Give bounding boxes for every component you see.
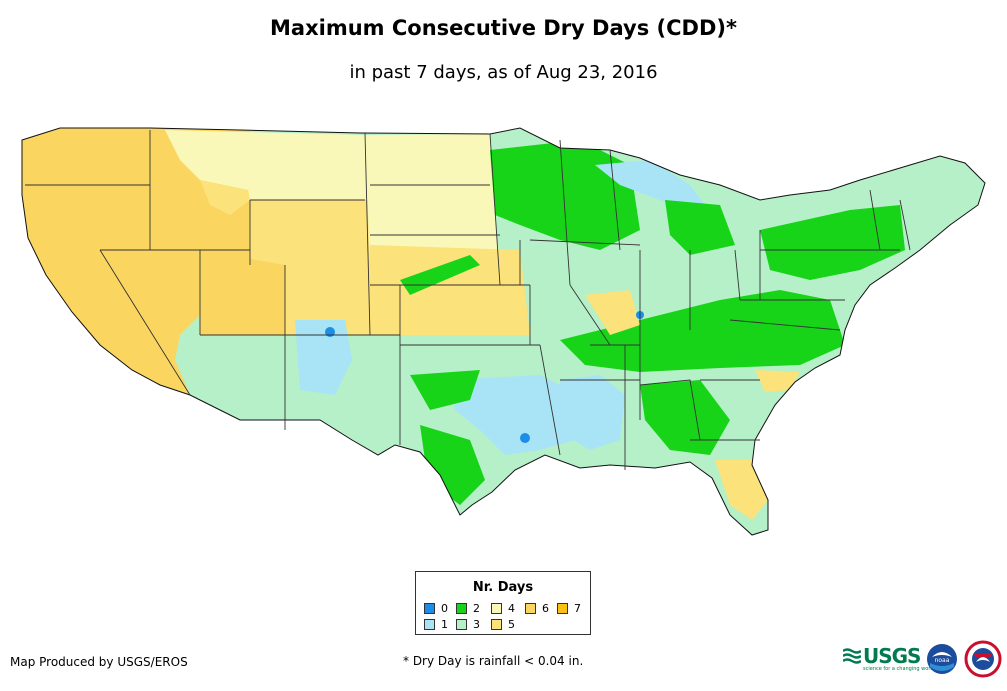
legend-item-4: 4 bbox=[491, 602, 515, 615]
region-texas-1day bbox=[450, 375, 580, 455]
usgs-logo: USGS science for a changing world bbox=[843, 644, 935, 672]
legend-item-1: 1 bbox=[424, 618, 448, 631]
region-texas-2day bbox=[420, 425, 485, 505]
legend-swatch bbox=[557, 603, 568, 614]
legend-swatch bbox=[456, 603, 467, 614]
region-carolina-5day bbox=[755, 370, 800, 392]
legend-swatch bbox=[491, 619, 502, 630]
legend-item-7: 7 bbox=[557, 602, 581, 615]
region-speck-0day bbox=[325, 327, 335, 337]
region-montana-4day bbox=[165, 130, 370, 200]
legend: Nr. Days 0 2 4 6 7 1 3 5 bbox=[415, 571, 591, 635]
footnote-text: * Dry Day is rainfall < 0.04 in. bbox=[403, 654, 584, 668]
region-speck-0day bbox=[520, 433, 530, 443]
region-southwest-3day bbox=[190, 335, 395, 445]
legend-label: 0 bbox=[441, 602, 448, 615]
region-michigan-2day bbox=[665, 200, 735, 255]
region-newmexico-1day bbox=[295, 320, 352, 395]
legend-label: 4 bbox=[508, 602, 515, 615]
noaa-logo: noaa bbox=[927, 644, 957, 674]
legend-label: 6 bbox=[542, 602, 549, 615]
legend-swatch bbox=[456, 619, 467, 630]
region-colorado-5day bbox=[285, 265, 400, 335]
region-valley-2day bbox=[560, 290, 845, 372]
legend-swatch bbox=[424, 603, 435, 614]
legend-label: 3 bbox=[473, 618, 480, 631]
region-northeast-2day bbox=[760, 205, 905, 280]
legend-item-2: 2 bbox=[456, 602, 480, 615]
legend-swatch bbox=[491, 603, 502, 614]
region-dakotas-4day bbox=[365, 134, 500, 265]
legend-label: 7 bbox=[574, 602, 581, 615]
region-montana-5day bbox=[200, 180, 250, 215]
legend-swatch bbox=[525, 603, 536, 614]
legend-label: 2 bbox=[473, 602, 480, 615]
usgs-waves-icon bbox=[843, 648, 861, 664]
map-title: Maximum Consecutive Dry Days (CDD)* bbox=[270, 16, 737, 40]
noaa-label: noaa bbox=[935, 657, 950, 664]
us-outline bbox=[21, 127, 986, 536]
legend-item-6: 6 bbox=[525, 602, 549, 615]
region-oklahoma-2day bbox=[410, 370, 480, 410]
legend-label: 5 bbox=[508, 618, 515, 631]
legend-swatch bbox=[424, 619, 435, 630]
legend-title: Nr. Days bbox=[472, 580, 534, 595]
legend-item-5: 5 bbox=[491, 618, 515, 631]
region-utah-6day bbox=[200, 250, 285, 335]
usgs-wordmark: USGS bbox=[863, 644, 921, 668]
usgs-tagline: science for a changing world bbox=[863, 666, 935, 672]
region-plains-5day bbox=[370, 245, 530, 335]
us-cdd-map bbox=[21, 127, 986, 536]
credit-text: Map Produced by USGS/EROS bbox=[10, 655, 188, 669]
map-subtitle: in past 7 days, as of Aug 23, 2016 bbox=[349, 62, 658, 83]
state-boundaries bbox=[25, 130, 911, 470]
region-florida-6day bbox=[715, 460, 768, 520]
legend-item-3: 3 bbox=[456, 618, 480, 631]
region-georgia-2day bbox=[640, 380, 730, 455]
nws-logo bbox=[964, 640, 1002, 678]
legend-label: 1 bbox=[441, 618, 448, 631]
region-wyoming-5day bbox=[250, 200, 370, 265]
legend-item-0: 0 bbox=[424, 602, 448, 615]
region-missouri-5day bbox=[585, 290, 640, 335]
region-gulf-1day bbox=[560, 375, 625, 450]
